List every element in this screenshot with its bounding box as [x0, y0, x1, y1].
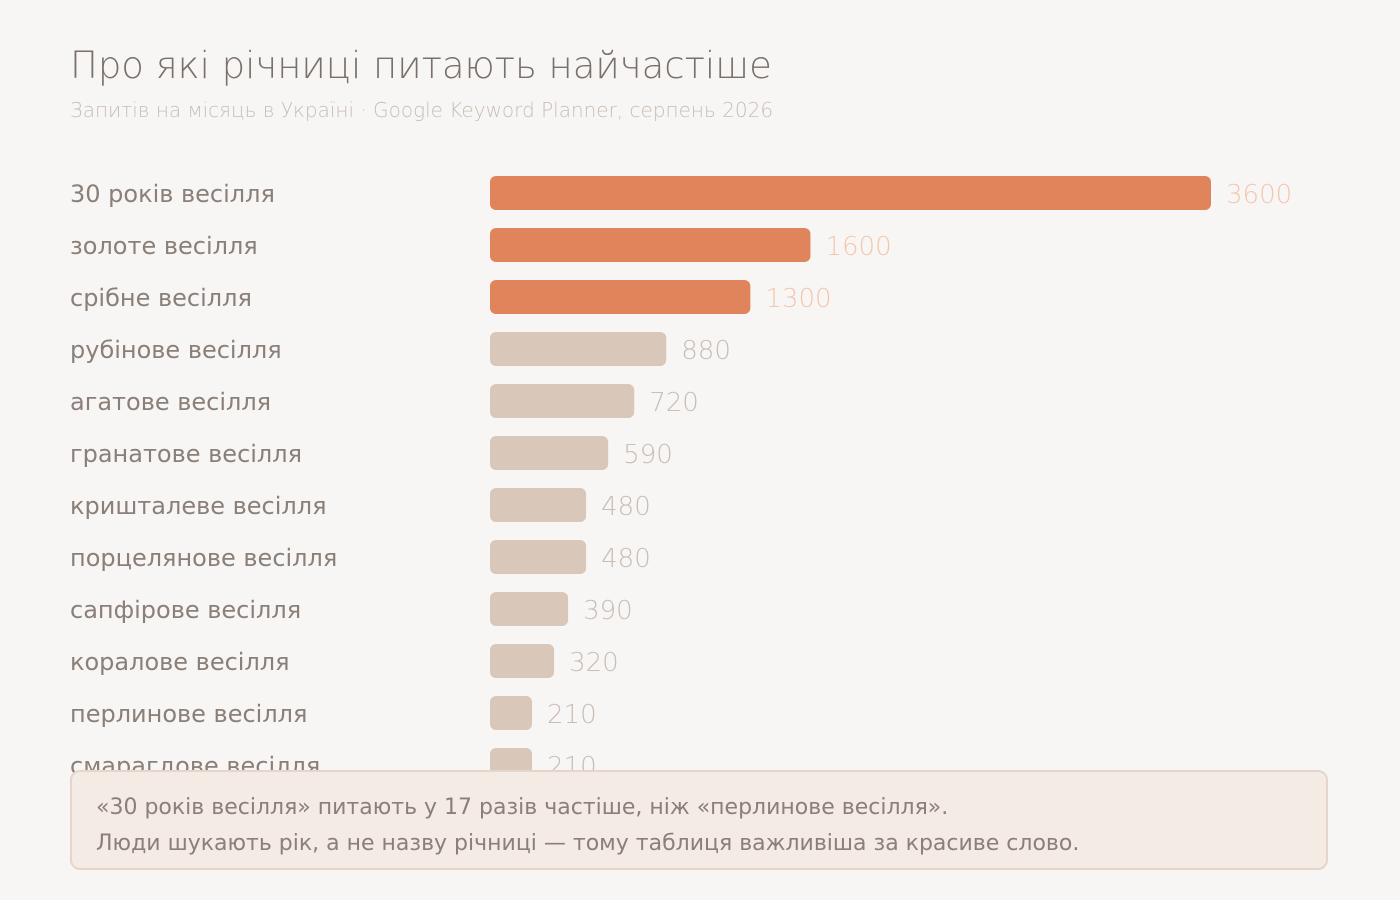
bar [490, 436, 609, 470]
category-label: 30 років весілля [70, 180, 275, 208]
bar-row: порцелянове весілля 480 [70, 540, 651, 574]
bar [490, 540, 587, 574]
bar-row: коралове весілля 320 [70, 644, 619, 678]
value-label: 480 [601, 492, 651, 522]
category-label: кришталеве весілля [70, 492, 327, 520]
bar [490, 280, 751, 314]
bar-row: сапфірове весілля 390 [70, 592, 633, 626]
bar-row: 30 років весілля 3600 [70, 176, 1292, 210]
bar [490, 384, 635, 418]
category-label: срібне весілля [70, 284, 252, 312]
bar-row: срібне весілля 1300 [70, 280, 832, 314]
value-label: 590 [623, 440, 673, 470]
value-label: 720 [649, 388, 699, 418]
category-label: рубінове весілля [70, 336, 282, 364]
value-label: 210 [547, 700, 597, 730]
category-label: коралове весілля [70, 648, 290, 676]
value-label: 390 [583, 596, 633, 626]
bar-row: перлинове весілля 210 [70, 696, 597, 730]
value-label: 320 [569, 648, 619, 678]
bar [490, 332, 667, 366]
insight-note: «30 років весілля» питають у 17 разів ча… [70, 770, 1328, 870]
bar [490, 488, 587, 522]
category-label: золоте весілля [70, 232, 258, 260]
chart-title: Про які річниці питають найчастіше [70, 44, 772, 87]
insight-note-line-2: Люди шукають рік, а не назву річниці — т… [96, 831, 1080, 856]
category-label: агатове весілля [70, 388, 271, 416]
value-label: 1600 [825, 232, 891, 262]
bar [490, 644, 555, 678]
category-label: сапфірове весілля [70, 596, 301, 624]
bar [490, 176, 1211, 210]
value-label: 880 [681, 336, 731, 366]
category-label: гранатове весілля [70, 440, 302, 468]
bar-row: агатове весілля 720 [70, 384, 699, 418]
chart-subtitle: Запитів на місяць в Україні · Google Key… [70, 98, 774, 122]
bar-row: рубінове весілля 880 [70, 332, 731, 366]
category-label: перлинове весілля [70, 700, 307, 728]
bar-row: кришталеве весілля 480 [70, 488, 651, 522]
bar-row: гранатове весілля 590 [70, 436, 673, 470]
bar [490, 228, 811, 262]
bar [490, 696, 533, 730]
category-label: порцелянове весілля [70, 544, 337, 572]
value-label: 480 [601, 544, 651, 574]
insight-note-line-1: «30 років весілля» питають у 17 разів ча… [96, 795, 949, 820]
value-label: 1300 [765, 284, 831, 314]
value-label: 3600 [1226, 180, 1292, 210]
bar-row: золоте весілля 1600 [70, 228, 892, 262]
bar [490, 592, 569, 626]
